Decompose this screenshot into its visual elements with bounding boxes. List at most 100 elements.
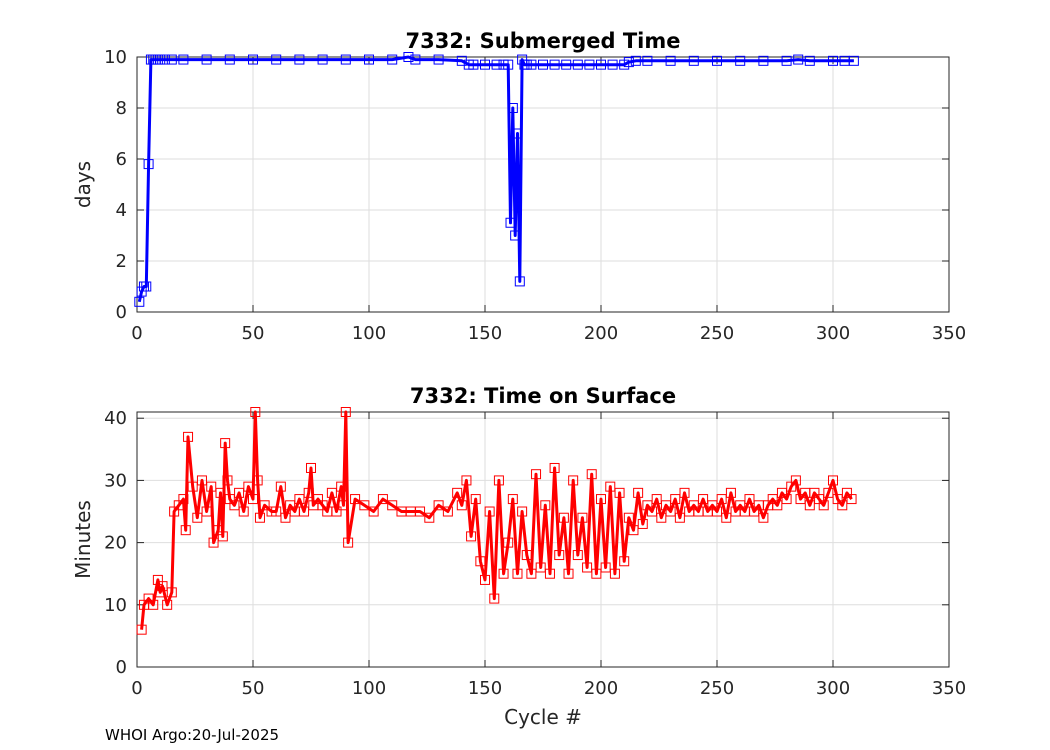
surface-data-point [180,525,191,536]
surface-data-point [442,506,453,517]
surface-data-point [633,487,644,498]
surface-data-point [637,518,648,529]
submerged-data-point [456,55,467,66]
surface-data-point [721,512,732,523]
surface-data-point [772,500,783,511]
surface-data-point [647,506,658,517]
surface-data-point [461,475,472,486]
surface-x-axis-label: Cycle # [504,705,582,729]
submerged-data-point [433,54,444,65]
surface-data-point [507,494,518,505]
surface-data-point [670,494,681,505]
surface-data-point [846,494,857,505]
surface-data-point [586,469,597,480]
surface-data-point [656,512,667,523]
surface-data-point [781,494,792,505]
submerged-axes-frame [136,56,950,313]
surface-data-point [424,512,435,523]
surface-data-point [215,487,226,498]
submerged-data-point [364,54,374,65]
surface-series-line [140,410,853,630]
surface-data-point [577,512,588,523]
submerged-x-tick-label: 250 [700,323,734,344]
surface-data-point [148,599,159,610]
surface-data-point [217,531,228,542]
surface-data-point [790,475,801,486]
surface-data-point [183,431,194,442]
surface-x-tick-label: 200 [584,678,618,699]
submerged-data-point [248,54,258,65]
submerged-y-tick-label: 2 [116,251,127,272]
submerged-data-point [503,59,514,70]
surface-chart-title: 7332: Time on Surface [410,384,676,408]
submerged-data-point [403,52,414,62]
surface-data-point [222,475,233,486]
surface-data-point [651,494,662,505]
surface-data-point [220,438,231,449]
surface-data-point [475,556,486,567]
submerged-plot-area [137,57,949,312]
surface-data-point [823,487,834,498]
submerged-data-point [410,54,421,65]
submerged-data-point [340,54,351,65]
surface-data-point [229,500,240,511]
surface-x-tick-label: 0 [131,678,142,699]
submerged-y-tick-label: 4 [116,200,127,221]
submerged-y-tick-label: 0 [116,302,127,323]
surface-data-point [162,599,173,610]
surface-y-axis-label: Minutes [71,500,95,579]
submerged-x-tick-label: 150 [468,323,502,344]
surface-data-point [331,506,342,517]
submerged-y-tick-label: 8 [116,98,127,119]
submerged-x-tick-label: 200 [584,323,618,344]
submerged-data-point [572,59,583,70]
surface-y-tick-label: 0 [116,657,127,678]
surface-time-chart: 0 50 100 150 200 250 300 350 0 10 20 30 40 7332: Time… [71,384,966,729]
submerged-chart-title: 7332: Submerged Time [405,29,680,53]
submerged-data-point [584,59,595,70]
surface-data-point [280,512,291,523]
surface-x-tick-label: 50 [242,678,265,699]
submerged-data-point [561,59,572,70]
surface-data-point [744,494,755,505]
surface-data-point [456,500,467,511]
submerged-data-point [480,59,490,70]
submerged-data-point [804,55,815,66]
surface-data-point [837,500,848,511]
submerged-x-tick-label: 350 [932,323,966,344]
surface-data-point [498,568,509,579]
surface-data-point [554,550,565,561]
surface-data-point [818,500,829,511]
surface-data-point [359,500,370,511]
surface-y-tick-label: 30 [104,470,127,491]
submerged-data-point [224,54,235,65]
surface-data-point [250,407,261,417]
surface-y-tick-label: 40 [104,408,127,429]
surface-data-point [596,494,606,505]
submerged-data-point [317,54,328,65]
submerged-data-point [387,54,398,65]
surface-data-point [679,487,690,498]
surface-data-point [196,475,207,486]
surface-data-point [338,500,349,511]
surface-data-point [517,506,528,517]
surface-data-point [343,537,354,548]
submerged-data-point [505,217,516,228]
surface-data-point [521,550,532,561]
submerged-data-point [294,54,305,65]
submerged-data-point [159,54,170,65]
surface-data-point [299,506,310,517]
surface-data-point [187,481,198,492]
surface-data-point [503,537,514,548]
surface-data-point [377,494,388,505]
surface-data-point [201,506,212,517]
surface-data-point [208,537,219,548]
surface-data-point [600,562,611,573]
surface-data-point [234,487,245,498]
submerged-data-point [848,55,859,66]
surface-data-point [609,568,620,579]
submerged-data-point [665,55,676,66]
surface-data-point [828,475,838,486]
surface-data-point [466,531,477,542]
surface-data-point [535,562,546,573]
